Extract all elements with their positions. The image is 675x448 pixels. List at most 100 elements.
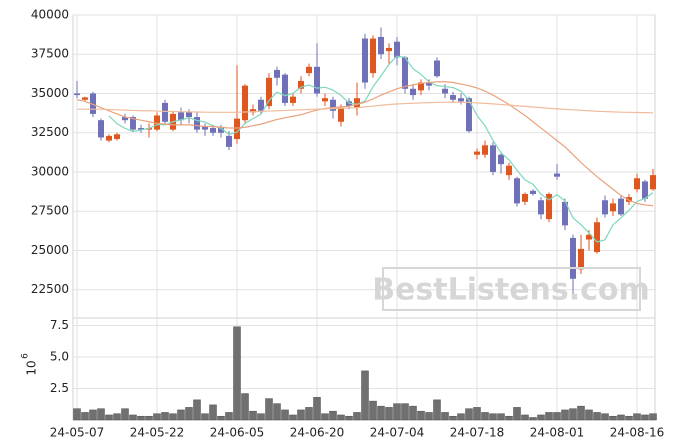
volume-bar — [505, 415, 513, 421]
candle-body — [186, 112, 192, 118]
volume-bar — [593, 412, 601, 421]
candle-body — [114, 134, 120, 140]
x-tick-label: 24-06-20 — [290, 426, 344, 440]
volume-bar — [409, 405, 417, 421]
volume-bar — [369, 400, 377, 421]
volume-bar — [225, 412, 233, 421]
volume-bar — [193, 399, 201, 421]
x-tick-label: 24-08-16 — [610, 426, 664, 440]
candle-body — [474, 151, 480, 155]
candle-body — [650, 175, 656, 190]
volume-bar — [353, 412, 361, 421]
candle-body — [618, 198, 624, 215]
volume-bar — [393, 403, 401, 421]
candle-body — [578, 248, 584, 270]
candle-body — [506, 165, 512, 176]
candle-body — [378, 36, 384, 55]
volume-bar — [585, 409, 593, 421]
candle-body — [314, 66, 320, 94]
volume-bar — [153, 413, 161, 421]
candle-body — [490, 145, 496, 172]
volume-bar — [489, 413, 497, 421]
y-tick-label: 27500 — [31, 204, 69, 218]
volume-bar — [497, 413, 505, 421]
volume-bar — [385, 407, 393, 421]
volume-bar — [297, 409, 305, 421]
candle-body — [370, 38, 376, 74]
candle-body — [162, 102, 168, 122]
y-tick-label: 22500 — [31, 282, 69, 296]
candle-body — [306, 66, 312, 74]
volume-bar — [177, 409, 185, 421]
candle-body — [282, 74, 288, 103]
candle-body — [634, 178, 640, 190]
volume-bar — [345, 415, 353, 421]
y-tick-label: 5.0 — [50, 350, 69, 364]
candle-body — [586, 234, 592, 240]
candle-body — [410, 88, 416, 96]
volume-bar — [433, 399, 441, 421]
volume-bar — [377, 405, 385, 421]
candle-body — [130, 117, 136, 130]
candle-body — [418, 82, 424, 91]
candle-body — [330, 99, 336, 111]
candle-body — [610, 203, 616, 212]
candle-body — [546, 193, 552, 220]
candle-body — [210, 128, 216, 133]
volume-bar — [105, 414, 113, 421]
candle-body — [642, 181, 648, 199]
volume-bar — [513, 407, 521, 421]
candle-body — [434, 60, 440, 77]
volume-bar — [169, 413, 177, 421]
volume-bar — [305, 407, 313, 421]
moving-average-line — [76, 81, 654, 207]
candle-body — [458, 98, 464, 102]
volume-bar — [73, 408, 81, 421]
candle-body — [258, 99, 264, 111]
volume-bar — [425, 412, 433, 421]
y-tick-label: 25000 — [31, 243, 69, 257]
volume-bar — [321, 413, 329, 421]
volume-bar — [281, 409, 289, 421]
x-tick-label: 24-05-07 — [50, 426, 104, 440]
volume-bar — [577, 405, 585, 421]
volume-bar — [417, 410, 425, 421]
candle-body — [626, 197, 632, 202]
candle-body — [426, 82, 432, 86]
candle-body — [570, 237, 576, 279]
volume-bar — [537, 414, 545, 421]
candle-body — [242, 85, 248, 121]
volume-bar — [337, 414, 345, 421]
volume-bar — [81, 412, 89, 421]
y-tick-label: 30000 — [31, 164, 69, 178]
volume-bar — [633, 413, 641, 421]
candle-body — [98, 120, 104, 138]
y-axis-label-exponent: 6 — [21, 353, 31, 359]
candle-body — [562, 201, 568, 226]
watermark: BestListens.com — [372, 267, 650, 311]
volume-bar — [401, 403, 409, 421]
candle-body — [106, 135, 112, 141]
candle-body — [594, 222, 600, 253]
volume-bar — [561, 409, 569, 421]
volume-bar — [89, 409, 97, 421]
candle-body — [466, 98, 472, 132]
volume-bar — [257, 413, 265, 421]
candle-body — [274, 69, 280, 78]
volume-bar — [329, 410, 337, 421]
x-tick-label: 24-07-04 — [370, 426, 424, 440]
volume-bar — [201, 413, 209, 421]
candle-body — [530, 190, 536, 194]
candle-body — [194, 117, 200, 130]
x-tick-label: 24-05-22 — [130, 426, 184, 440]
y-tick-label: 7.5 — [50, 318, 69, 332]
volume-bar — [185, 407, 193, 421]
candle-body — [522, 193, 528, 202]
volume-bar — [465, 408, 473, 421]
candle-body — [82, 97, 88, 100]
volume-bar — [553, 412, 561, 421]
volume-bar — [273, 403, 281, 421]
candle-body — [362, 38, 368, 83]
volume-bar — [473, 407, 481, 421]
